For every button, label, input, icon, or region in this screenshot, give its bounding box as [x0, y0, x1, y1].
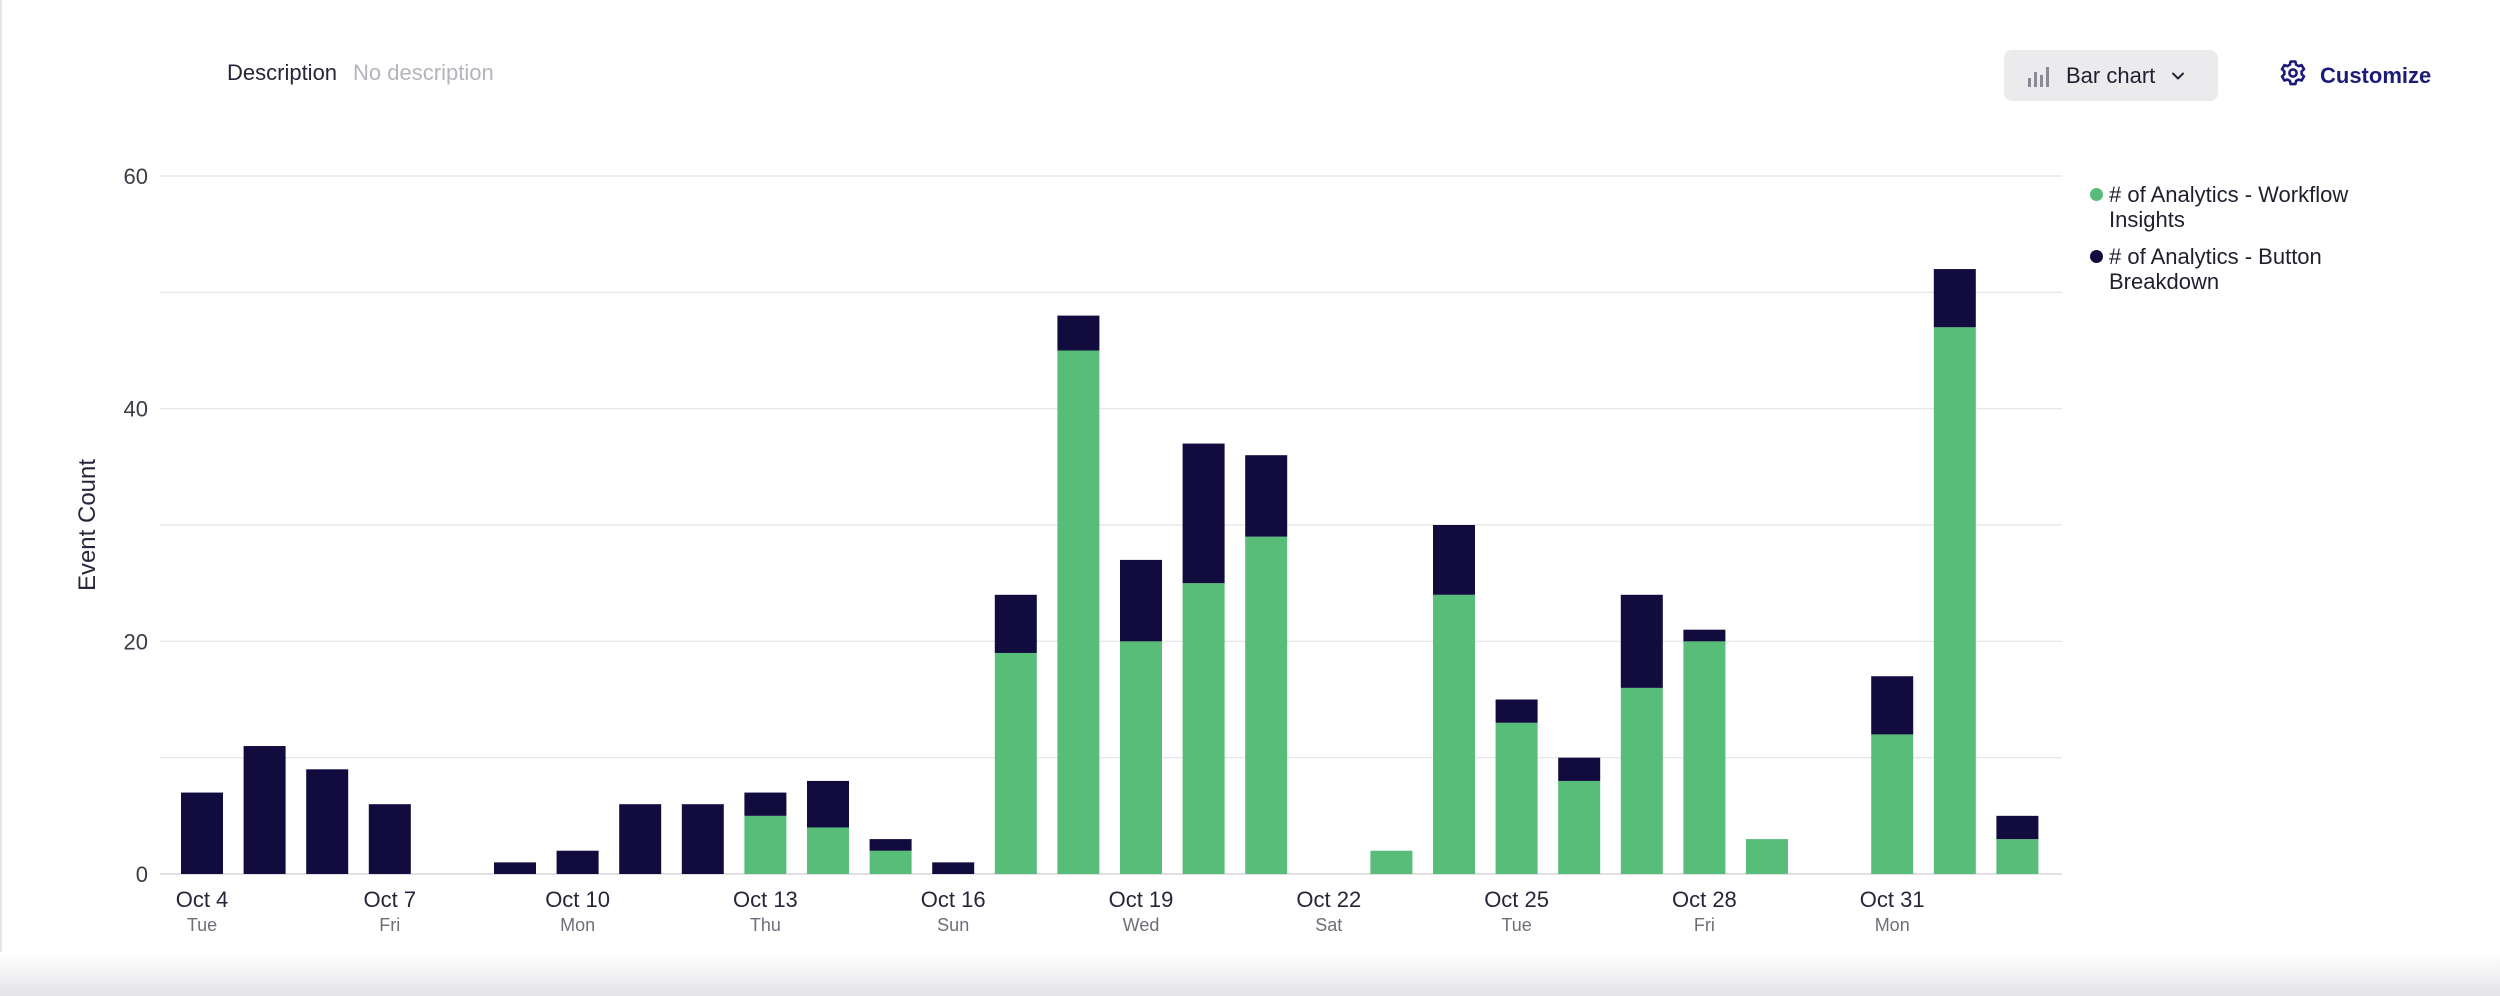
x-tick-label: Oct 13 — [733, 887, 798, 912]
bar-workflow-insights[interactable] — [1683, 641, 1726, 874]
x-tick-label: Oct 28 — [1672, 887, 1737, 912]
x-tick-label: Oct 7 — [364, 887, 417, 912]
bar-button-breakdown[interactable] — [619, 804, 662, 874]
bar-workflow-insights[interactable] — [1245, 536, 1288, 874]
legend-dot-icon — [2090, 188, 2103, 201]
x-tick-weekday: Sat — [1315, 915, 1342, 935]
bar-workflow-insights[interactable] — [807, 827, 849, 874]
customize-button[interactable]: Customize — [2278, 56, 2431, 96]
y-axis-title: Event Count — [74, 459, 101, 591]
bar-workflow-insights[interactable] — [1057, 350, 1100, 875]
chart-legend: # of Analytics - Workflow Insights # of A… — [2090, 182, 2420, 306]
bar-button-breakdown[interactable] — [1182, 443, 1225, 584]
bar-button-breakdown[interactable] — [1683, 629, 1726, 642]
x-tick-label: Oct 31 — [1860, 887, 1925, 912]
chart-bars — [181, 269, 2039, 875]
bar-button-breakdown[interactable] — [807, 780, 849, 828]
bar-workflow-insights[interactable] — [1871, 734, 1914, 874]
bar-button-breakdown[interactable] — [1558, 757, 1601, 781]
y-tick-label: 40 — [124, 397, 148, 422]
bar-button-breakdown[interactable] — [243, 746, 286, 874]
bottom-shadow — [0, 952, 2500, 996]
x-tick-weekday: Sun — [937, 915, 969, 935]
x-tick-label: Oct 10 — [545, 887, 610, 912]
bar-button-breakdown[interactable] — [1495, 699, 1538, 723]
bar-button-breakdown[interactable] — [368, 804, 411, 874]
bar-button-breakdown[interactable] — [681, 804, 724, 874]
bar-button-breakdown[interactable] — [494, 862, 536, 874]
legend-item[interactable]: # of Analytics - Button Breakdown — [2090, 244, 2420, 294]
bar-workflow-insights[interactable] — [1182, 583, 1225, 874]
legend-label: # of Analytics - Button Breakdown — [2109, 244, 2322, 294]
bar-button-breakdown[interactable] — [1433, 525, 1475, 595]
x-tick-label: Oct 4 — [176, 887, 229, 912]
x-tick-label: Oct 19 — [1109, 887, 1174, 912]
chart-grid — [160, 175, 2062, 875]
chart-axes: 0 20 40 60 Event Count Oct 4 Tue Oct 7 Fri Oct 10… — [74, 164, 1925, 935]
legend-dot-icon — [2090, 250, 2103, 263]
description-label: Description — [227, 60, 338, 85]
bar-button-breakdown[interactable] — [744, 792, 787, 816]
bar-button-breakdown[interactable] — [932, 862, 975, 874]
bar-button-breakdown[interactable] — [1057, 315, 1100, 351]
chevron-down-icon — [2169, 67, 2187, 85]
bar-workflow-insights[interactable] — [1746, 839, 1788, 874]
gear-icon — [2278, 58, 2308, 94]
bar-button-breakdown[interactable] — [306, 769, 349, 874]
bar-workflow-insights[interactable] — [1933, 327, 1976, 874]
x-tick-label: Oct 22 — [1296, 887, 1361, 912]
bar-button-breakdown[interactable] — [1245, 455, 1288, 537]
bar-workflow-insights[interactable] — [1558, 780, 1601, 874]
bar-button-breakdown[interactable] — [994, 594, 1037, 653]
x-tick-label: Oct 25 — [1484, 887, 1549, 912]
description: Description No description — [227, 60, 494, 86]
bar-workflow-insights[interactable] — [1433, 594, 1475, 874]
x-tick-weekday: Thu — [750, 915, 781, 935]
chart-type-label: Bar chart — [2066, 62, 2156, 88]
x-tick-weekday: Mon — [560, 915, 595, 935]
bar-workflow-insights[interactable] — [1495, 722, 1538, 874]
legend-label: # of Analytics - Workflow Insights — [2109, 182, 2349, 232]
x-tick-weekday: Fri — [379, 915, 400, 935]
customize-label: Customize — [2320, 63, 2432, 88]
chart-type-dropdown[interactable]: Bar chart — [2004, 50, 2218, 101]
panel-left-border — [0, 0, 2, 996]
bar-chart-icon — [2026, 63, 2052, 89]
description-value[interactable]: No description — [353, 60, 494, 85]
x-tick-weekday: Mon — [1875, 915, 1910, 935]
chart-header: Description No description Bar chart — [0, 0, 2500, 150]
bar-button-breakdown[interactable] — [1933, 269, 1976, 328]
bar-workflow-insights[interactable] — [1996, 839, 2039, 874]
bar-button-breakdown[interactable] — [869, 839, 912, 851]
bar-button-breakdown[interactable] — [1996, 815, 2039, 840]
x-tick-weekday: Wed — [1123, 915, 1160, 935]
bar-workflow-insights[interactable] — [744, 815, 787, 874]
bar-button-breakdown[interactable] — [1871, 676, 1914, 735]
y-tick-label: 20 — [124, 629, 148, 654]
x-tick-label: Oct 16 — [921, 887, 986, 912]
x-tick-weekday: Tue — [187, 915, 217, 935]
bar-workflow-insights[interactable] — [869, 850, 912, 874]
bar-button-breakdown[interactable] — [1620, 594, 1663, 688]
bar-workflow-insights[interactable] — [1120, 641, 1162, 874]
bar-button-breakdown[interactable] — [1120, 559, 1162, 642]
bar-workflow-insights[interactable] — [1620, 687, 1663, 874]
bar-button-breakdown[interactable] — [556, 850, 599, 874]
y-tick-label: 0 — [136, 862, 148, 887]
y-tick-label: 60 — [124, 164, 148, 189]
x-tick-weekday: Tue — [1501, 915, 1531, 935]
bar-workflow-insights[interactable] — [994, 652, 1037, 874]
x-tick-weekday: Fri — [1694, 915, 1715, 935]
legend-item[interactable]: # of Analytics - Workflow Insights — [2090, 182, 2420, 232]
bar-workflow-insights[interactable] — [1370, 850, 1413, 874]
bar-button-breakdown[interactable] — [181, 792, 223, 874]
